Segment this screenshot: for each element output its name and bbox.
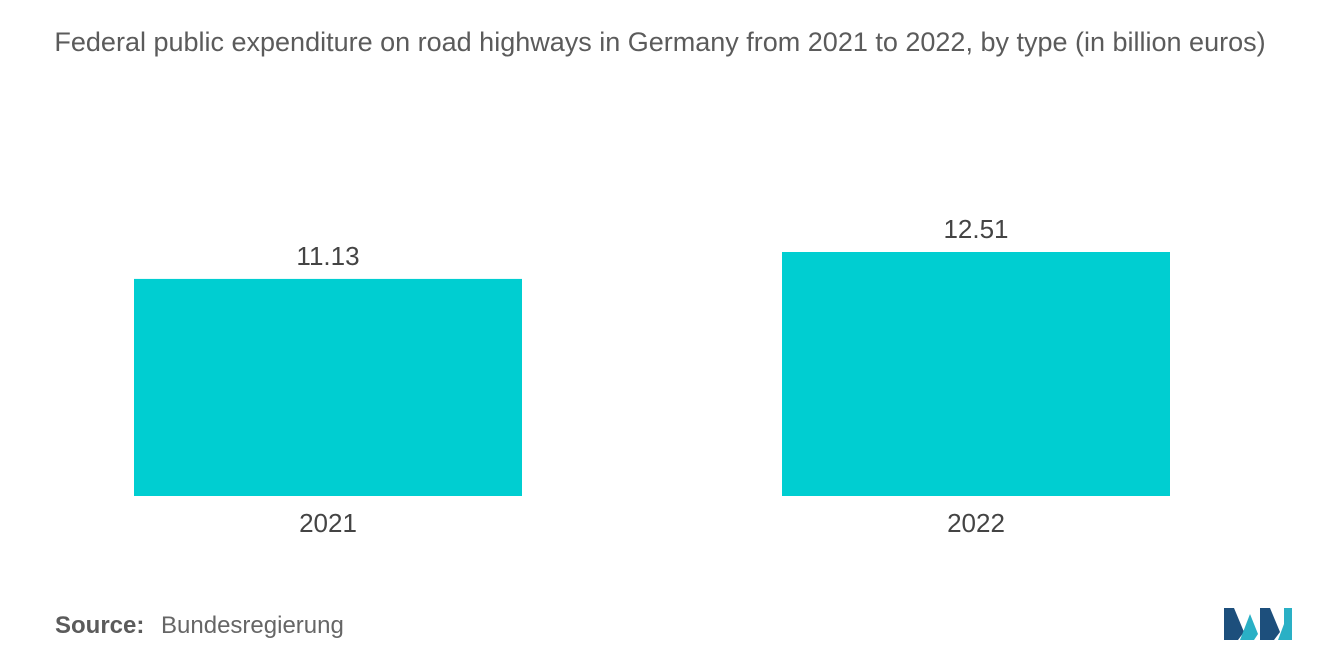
mordor-intelligence-logo-icon (1224, 608, 1292, 640)
value-labels-group: 11.13 12.51 (296, 214, 1008, 271)
bars-group (134, 252, 1170, 496)
x-tick-labels-group: 2021 2022 (299, 508, 1005, 538)
logo-shape-teal-left (1240, 614, 1258, 640)
source-label: Source: (55, 612, 145, 639)
logo-shape-dark-left (1224, 608, 1244, 640)
bar-value-label-2022: 12.51 (943, 214, 1008, 244)
logo-shape-teal-right (1278, 608, 1292, 640)
chart-title: Federal public expenditure on road highw… (54, 27, 1266, 57)
bar-2022 (782, 252, 1170, 496)
x-tick-label-2022: 2022 (947, 508, 1005, 538)
bar-value-label-2021: 11.13 (296, 241, 359, 271)
source-note: Source: Bundesregierung (55, 612, 344, 640)
bar-2021 (134, 278, 522, 496)
logo-shape-dark-right (1260, 608, 1280, 640)
x-tick-label-2021: 2021 (299, 508, 357, 538)
source-text: Bundesregierung (161, 612, 344, 639)
